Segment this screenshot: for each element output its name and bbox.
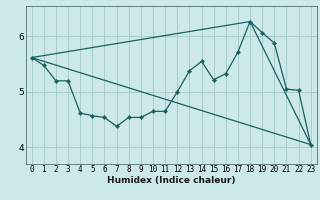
X-axis label: Humidex (Indice chaleur): Humidex (Indice chaleur) [107,176,236,185]
